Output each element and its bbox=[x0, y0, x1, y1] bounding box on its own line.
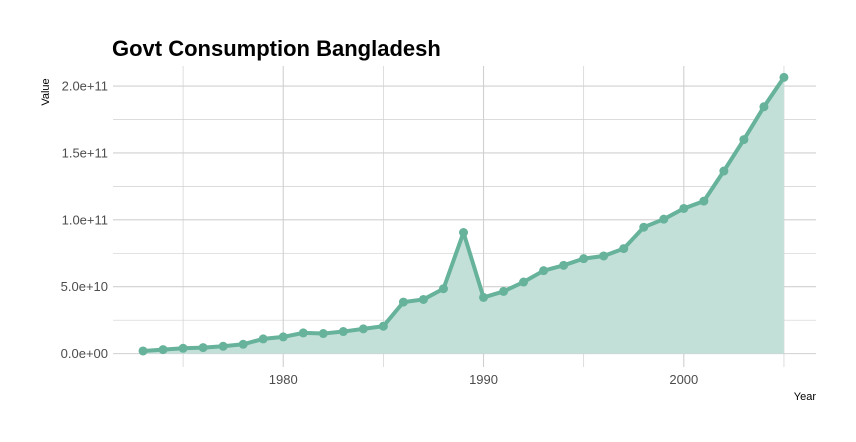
data-point bbox=[579, 254, 589, 264]
data-point bbox=[178, 343, 188, 353]
data-point bbox=[318, 329, 328, 339]
y-tick-label: 1.5e+11 bbox=[62, 145, 108, 160]
y-tick-label: 1.0e+11 bbox=[62, 212, 108, 227]
data-point bbox=[158, 345, 168, 355]
data-point bbox=[619, 244, 629, 254]
data-point bbox=[298, 328, 308, 338]
data-point bbox=[739, 135, 749, 145]
data-point bbox=[218, 341, 228, 351]
points-layer bbox=[138, 72, 789, 356]
data-point bbox=[458, 228, 468, 238]
data-point bbox=[499, 286, 509, 296]
y-axis-title: Value bbox=[40, 78, 52, 105]
x-axis-title: Year bbox=[794, 391, 817, 403]
y-tick-label: 2.0e+11 bbox=[62, 79, 108, 94]
data-point bbox=[479, 292, 489, 302]
x-tick-label: 1980 bbox=[269, 372, 298, 387]
x-tick-label: 1990 bbox=[469, 372, 498, 387]
data-point bbox=[398, 297, 408, 307]
data-point bbox=[138, 346, 148, 356]
data-point bbox=[719, 166, 729, 176]
data-point bbox=[519, 277, 529, 287]
data-point bbox=[559, 260, 569, 270]
chart-title: Govt Consumption Bangladesh bbox=[112, 36, 441, 61]
data-point bbox=[639, 222, 649, 232]
data-point bbox=[258, 334, 268, 344]
data-point bbox=[599, 251, 609, 261]
data-point bbox=[278, 332, 288, 342]
data-point bbox=[338, 327, 348, 337]
x-tick-label: 2000 bbox=[669, 372, 698, 387]
area-fill bbox=[143, 77, 784, 354]
data-point bbox=[679, 203, 689, 213]
data-point bbox=[238, 339, 248, 349]
data-point bbox=[539, 266, 549, 276]
data-point bbox=[759, 102, 769, 112]
data-point bbox=[438, 284, 448, 294]
data-point bbox=[779, 72, 789, 82]
y-tick-label: 5.0e+10 bbox=[61, 279, 108, 294]
data-point bbox=[418, 294, 428, 304]
data-point bbox=[358, 324, 368, 334]
y-tick-label: 0.0e+00 bbox=[61, 346, 108, 361]
data-point bbox=[699, 196, 709, 206]
data-point bbox=[198, 343, 208, 353]
data-point bbox=[659, 214, 669, 224]
data-point bbox=[378, 321, 388, 331]
ticks-layer: 0.0e+00 5.0e+10 1.0e+11 1.5e+11 2.0e+11 1980 1… bbox=[61, 79, 699, 387]
